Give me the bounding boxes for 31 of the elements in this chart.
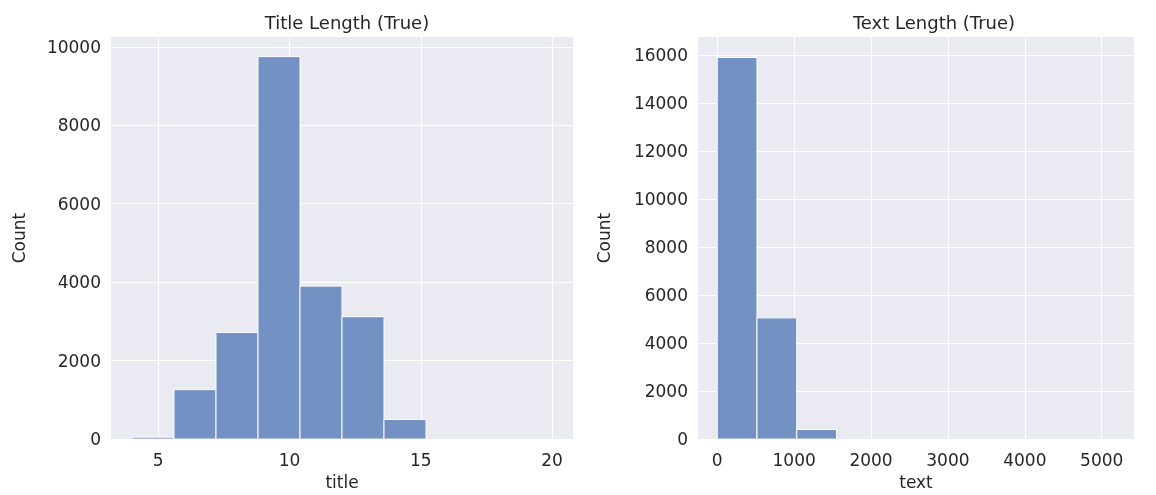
x-tick-label: 1000 — [772, 449, 816, 470]
y-tick-label: 12000 — [633, 141, 688, 162]
y-tick-label: 10000 — [46, 36, 101, 57]
chart-title: Title Length (True) — [263, 11, 430, 33]
y-tick-label: 0 — [90, 429, 101, 450]
chart-title: Text Length (True) — [851, 11, 1016, 33]
y-tick-label: 4000 — [57, 272, 101, 293]
y-tick-label: 2000 — [644, 381, 688, 402]
y-tick-label: 10000 — [633, 189, 688, 210]
x-tick-label: 15 — [409, 449, 432, 470]
x-tick-label: 2000 — [849, 449, 893, 470]
x-tick-label: 20 — [541, 449, 563, 470]
y-tick-label: 4000 — [644, 333, 688, 354]
y-tick-label: 6000 — [644, 285, 688, 306]
x-axis-title: title — [325, 471, 359, 492]
y-tick-label: 14000 — [633, 93, 688, 114]
y-tick-label: 0 — [677, 429, 688, 450]
y-tick-label: 2000 — [57, 350, 101, 371]
y-tick-label: 6000 — [57, 193, 101, 214]
x-axis-title: text — [899, 471, 934, 492]
x-tick-label: 5000 — [1080, 449, 1124, 470]
x-tick-label: 5 — [152, 449, 164, 470]
y-tick-label: 16000 — [633, 45, 688, 65]
y-tick-label: 8000 — [57, 115, 101, 136]
y-axis-title: Count — [8, 212, 29, 264]
x-tick-label: 0 — [711, 449, 723, 470]
y-tick-label: 8000 — [644, 237, 688, 258]
x-tick-label: 4000 — [1003, 449, 1047, 470]
x-tick-label: 3000 — [926, 449, 970, 470]
y-axis-title: Count — [593, 212, 614, 264]
x-tick-label: 10 — [278, 449, 301, 470]
